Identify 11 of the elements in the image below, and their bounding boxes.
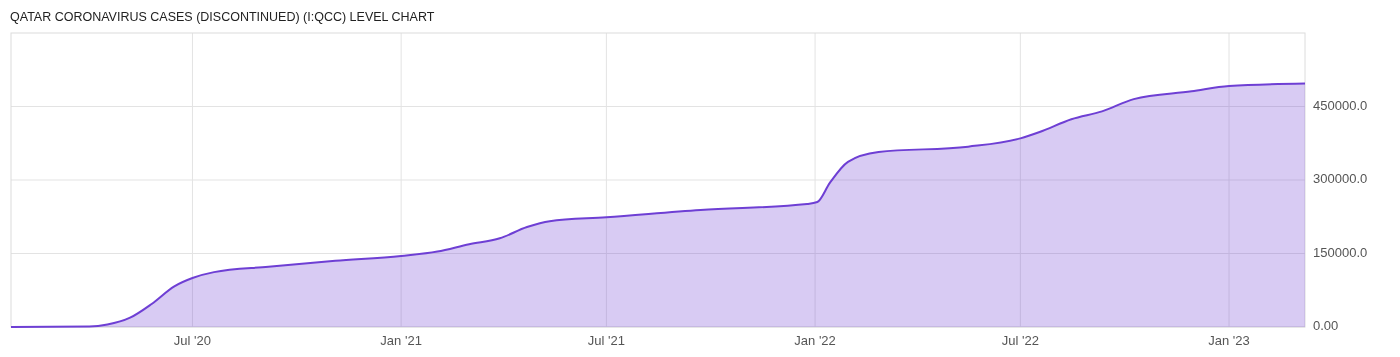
x-tick-label: Jul '20 [173,333,212,348]
y-tick-label: 450000.0 [1313,97,1368,113]
y-tick-label: 0.00 [1313,318,1339,334]
chart-title: QATAR CORONAVIRUS CASES (DISCONTINUED) (I:QCC) LEVEL CHART [10,10,435,24]
x-tick-label: Jul '22 [1001,333,1039,348]
y-tick-label: 150000.0 [1313,244,1368,260]
y-tick-label: 300000.0 [1313,171,1368,187]
x-tick-label: Jan '21 [380,333,422,348]
x-tick-label: Jul '21 [587,333,625,348]
x-tick-label: Jan '23 [1208,333,1250,348]
x-tick-label: Jan '22 [794,333,836,348]
